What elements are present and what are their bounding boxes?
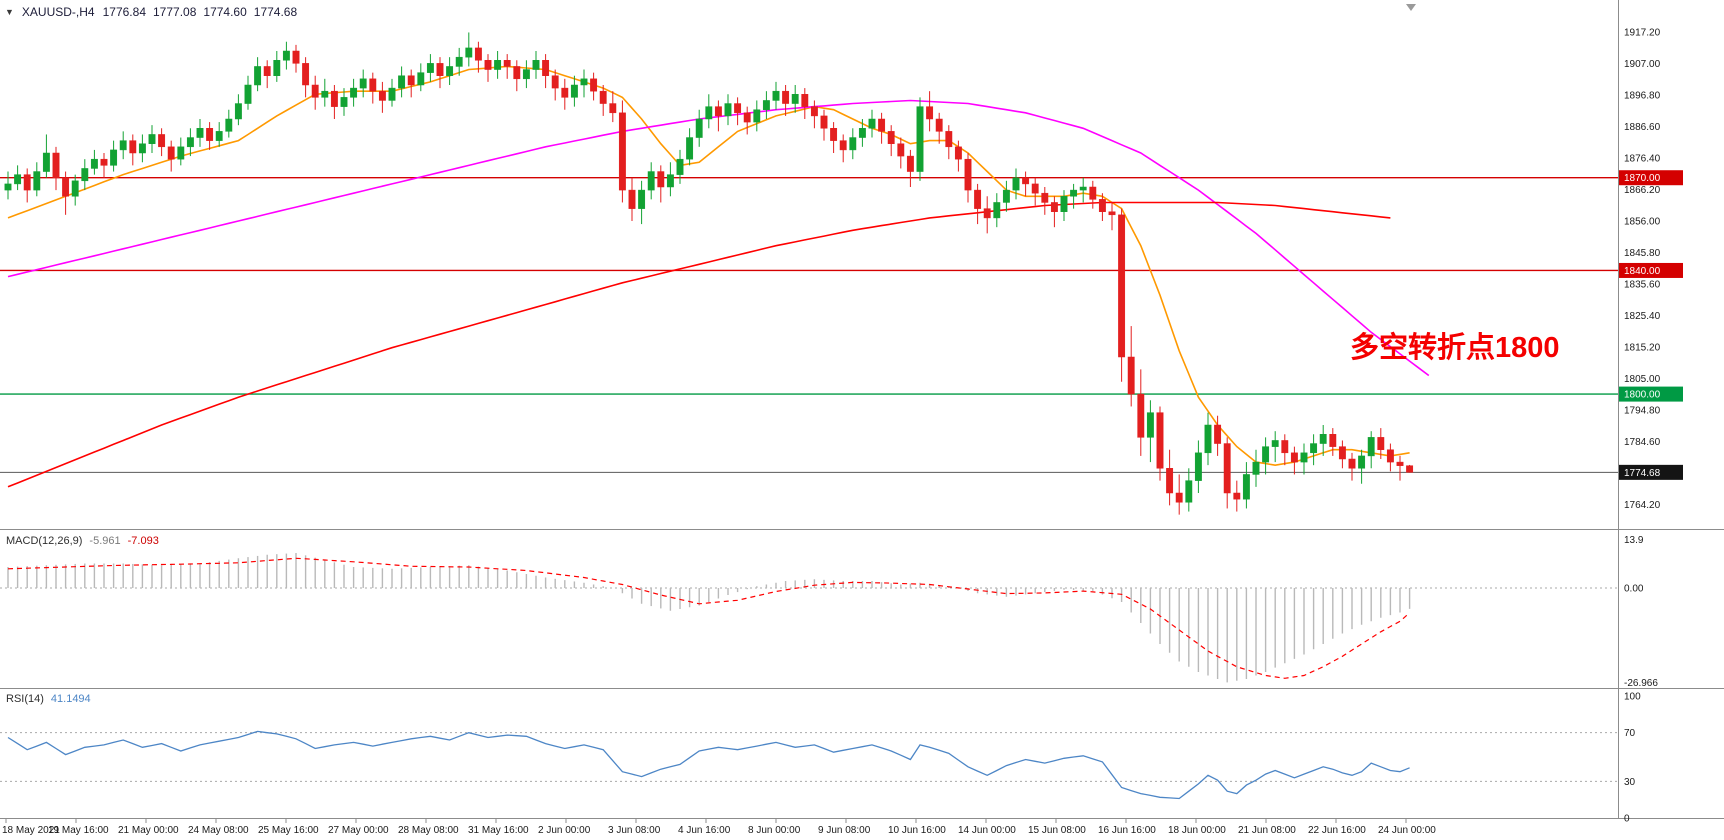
svg-text:1886.60: 1886.60 [1624, 122, 1661, 133]
low-value: 1774.60 [203, 5, 247, 19]
rsi-name: RSI(14) [6, 693, 44, 705]
macd-main-value: -5.961 [89, 535, 121, 547]
svg-text:1845.80: 1845.80 [1624, 248, 1661, 259]
macd-histogram [7, 553, 1411, 683]
ma-slow-red-line [7, 201, 1391, 488]
svg-text:30: 30 [1624, 777, 1636, 788]
svg-text:18 Jun 00:00: 18 Jun 00:00 [1168, 825, 1226, 836]
svg-text:24 May 08:00: 24 May 08:00 [188, 825, 249, 836]
svg-text:0.00: 0.00 [1624, 584, 1644, 595]
open-value: 1776.84 [102, 5, 146, 19]
chart-header: ▼ XAUUSD-,H4 1776.84 1777.08 1774.60 177… [5, 5, 297, 19]
macd-name: MACD(12,26,9) [6, 535, 83, 547]
price-axis: 1917.20 1907.00 1896.80 1886.60 1876.40 1866.… [1624, 27, 1661, 824]
svg-text:21 Jun 08:00: 21 Jun 08:00 [1238, 825, 1296, 836]
svg-text:1840.00: 1840.00 [1624, 266, 1661, 277]
price-level-badge: 1870.00 [1619, 170, 1683, 186]
price-level-lines [0, 177, 1618, 473]
svg-text:1866.20: 1866.20 [1624, 185, 1661, 196]
panel-dividers [0, 0, 1724, 819]
svg-text:31 May 16:00: 31 May 16:00 [468, 825, 529, 836]
svg-text:14 Jun 00:00: 14 Jun 00:00 [958, 825, 1016, 836]
svg-text:0: 0 [1624, 814, 1630, 825]
svg-text:1917.20: 1917.20 [1624, 27, 1661, 38]
svg-text:1800.00: 1800.00 [1624, 390, 1661, 401]
svg-text:22 Jun 16:00: 22 Jun 16:00 [1308, 825, 1366, 836]
svg-text:1870.00: 1870.00 [1624, 173, 1661, 184]
svg-text:3 Jun 08:00: 3 Jun 08:00 [608, 825, 661, 836]
svg-text:16 Jun 16:00: 16 Jun 16:00 [1098, 825, 1156, 836]
svg-text:8 Jun 00:00: 8 Jun 00:00 [748, 825, 801, 836]
close-value: 1774.68 [253, 5, 298, 19]
svg-text:-26.966: -26.966 [1624, 678, 1658, 689]
svg-text:1825.40: 1825.40 [1624, 311, 1661, 322]
svg-text:27 May 00:00: 27 May 00:00 [328, 825, 389, 836]
svg-text:28 May 08:00: 28 May 08:00 [398, 825, 459, 836]
chart-annotation-text: 多空转折点1800 [1350, 332, 1560, 364]
price-level-badge: 1774.68 [1619, 464, 1683, 480]
svg-text:1876.40: 1876.40 [1624, 153, 1661, 164]
svg-text:24 Jun 00:00: 24 Jun 00:00 [1378, 825, 1436, 836]
svg-text:15 Jun 08:00: 15 Jun 08:00 [1028, 825, 1086, 836]
svg-text:18 May 2021: 18 May 2021 [2, 825, 60, 836]
svg-text:19 May 16:00: 19 May 16:00 [48, 825, 109, 836]
ma-fast-orange-line [7, 65, 1410, 467]
symbol-timeframe-label: XAUUSD-,H4 [21, 5, 95, 19]
svg-text:1805.00: 1805.00 [1624, 374, 1661, 385]
svg-text:1774.68: 1774.68 [1624, 468, 1661, 479]
ma-mid-magenta-line [7, 99, 1430, 377]
svg-text:1907.00: 1907.00 [1624, 59, 1661, 70]
high-value: 1777.08 [153, 5, 197, 19]
svg-text:4 Jun 16:00: 4 Jun 16:00 [678, 825, 731, 836]
svg-text:1815.20: 1815.20 [1624, 343, 1661, 354]
svg-text:1835.60: 1835.60 [1624, 280, 1661, 291]
svg-text:1764.20: 1764.20 [1624, 500, 1661, 511]
svg-text:9 Jun 08:00: 9 Jun 08:00 [818, 825, 871, 836]
shift-marker-icon[interactable] [1406, 4, 1416, 11]
svg-text:70: 70 [1624, 728, 1636, 739]
price-level-badge: 1840.00 [1619, 262, 1683, 278]
svg-text:1784.60: 1784.60 [1624, 437, 1661, 448]
svg-text:1896.80: 1896.80 [1624, 90, 1661, 101]
svg-text:21 May 00:00: 21 May 00:00 [118, 825, 179, 836]
macd-indicator-label: MACD(12,26,9) -5.961 -7.093 [6, 535, 159, 547]
svg-text:13.9: 13.9 [1624, 535, 1644, 546]
macd-signal-value: -7.093 [127, 535, 159, 547]
svg-text:100: 100 [1624, 692, 1641, 703]
candles-layer [4, 32, 1414, 515]
macd-signal-line [7, 557, 1410, 679]
price-level-badge: 1800.00 [1619, 386, 1683, 402]
rsi-indicator-label: RSI(14) 41.1494 [6, 693, 91, 705]
svg-text:1856.00: 1856.00 [1624, 217, 1661, 228]
svg-text:1794.80: 1794.80 [1624, 406, 1661, 417]
rsi-value: 41.1494 [50, 693, 91, 705]
svg-text:2 Jun 00:00: 2 Jun 00:00 [538, 825, 591, 836]
rsi-line [7, 730, 1410, 800]
expand-arrow-icon[interactable]: ▼ [5, 7, 14, 17]
ohlc-values: 1776.84 1777.08 1774.60 1774.68 [103, 5, 298, 19]
svg-text:25 May 16:00: 25 May 16:00 [258, 825, 319, 836]
svg-text:10 Jun 16:00: 10 Jun 16:00 [888, 825, 946, 836]
